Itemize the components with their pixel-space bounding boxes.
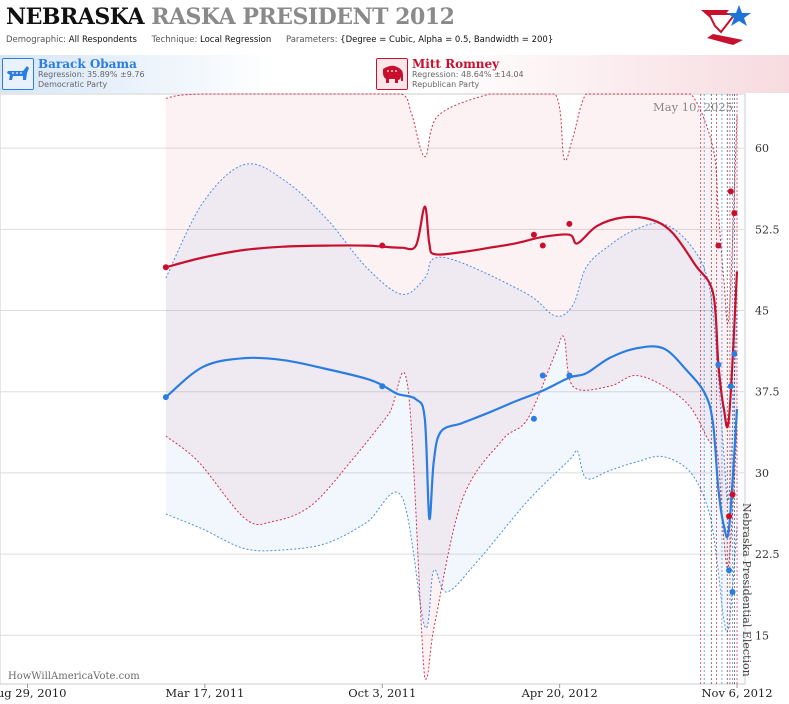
candidate-regression: Regression: 48.64% ±14.04 [412, 70, 524, 79]
poll-point [727, 188, 734, 195]
param-key-demographic: Demographic: [6, 35, 67, 45]
plot-frame [0, 93, 746, 685]
poll-point [729, 491, 736, 498]
poll-point [715, 242, 722, 249]
title-race: RASKA PRESIDENT 2012 [151, 4, 455, 30]
x-tick-label: Aug 29, 2010 [0, 686, 66, 700]
poll-point [162, 264, 169, 271]
candidate-name: Mitt Romney [412, 57, 500, 71]
watermark[interactable]: HowWillAmericaVote.com [8, 671, 140, 682]
page-title: NEBRASKA RASKA PRESIDENT 2012 [6, 4, 455, 30]
param-key-technique: Technique: [151, 35, 198, 45]
confidence-band [165, 163, 737, 633]
poll-point [726, 567, 733, 574]
y-tick-label: 37.5 [755, 386, 780, 399]
poll-point [379, 383, 386, 390]
candidate-party: Republican Party [412, 80, 480, 89]
trend-line [165, 205, 739, 429]
y-tick-label: 52.5 [755, 223, 780, 236]
poll-point [731, 210, 738, 217]
candidate-name: Barack Obama [38, 57, 137, 71]
lower-band-line [165, 449, 738, 633]
poll-point [539, 372, 546, 379]
param-value-demographic: All Respondents [68, 35, 137, 45]
poll-point [566, 220, 573, 227]
confidence-band [165, 94, 737, 680]
poll-points [162, 188, 738, 595]
poll-point [729, 588, 736, 595]
poll-point [530, 231, 537, 238]
param-value-technique: Local Regression [200, 35, 272, 45]
chart-axes: 15 22.5 30 37.5 45 52.5 60 Aug 29, 2010 Mar 17, … [0, 142, 780, 700]
poll-point [726, 513, 733, 520]
poll-point [162, 394, 169, 401]
poll-point [727, 383, 734, 390]
candidate-party: Democratic Party [38, 80, 108, 89]
parameters-line: Demographic: All Respondents Technique: … [6, 35, 565, 45]
title-state: NEBRASKA [6, 4, 145, 30]
poll-point [379, 242, 386, 249]
poll-point [715, 361, 722, 368]
y-tick-label: 30 [755, 467, 769, 480]
chart-grid [0, 93, 746, 685]
y-tick-label: 22.5 [755, 548, 780, 561]
param-value-parameters: {Degree = Cubic, Alpha = 0.5, Bandwidth … [340, 35, 554, 45]
poll-point [731, 350, 738, 357]
y-tick-label: 60 [755, 142, 769, 155]
x-tick-label: Apr 20, 2012 [521, 686, 598, 700]
election-annotation: Nebraska Presidential Election [740, 503, 753, 677]
elephant-icon [376, 58, 408, 90]
x-tick-label: Mar 17, 2011 [165, 686, 244, 700]
y-tick-label: 15 [755, 629, 769, 642]
candidate-obama: Barack Obama Regression: 35.89% ±9.76 De… [0, 56, 380, 92]
site-logo-icon[interactable] [699, 4, 753, 46]
x-tick-label: Oct 3, 2011 [348, 686, 416, 700]
poll-point [539, 242, 546, 249]
donkey-icon [2, 58, 34, 90]
x-tick-label: Nov 6, 2012 [701, 686, 772, 700]
trend-line [165, 345, 739, 539]
upper-band-line [165, 93, 738, 325]
poll-point [566, 372, 573, 379]
date-stamp: May 10, 2025 [653, 100, 733, 114]
confidence-bands [165, 93, 738, 680]
y-tick-label: 45 [755, 305, 769, 318]
param-key-parameters: Parameters: [285, 35, 338, 45]
poll-point [530, 415, 537, 422]
trend-lines [165, 205, 739, 539]
lower-band-line [165, 335, 738, 680]
candidate-regression: Regression: 35.89% ±9.76 [38, 70, 145, 79]
candidate-romney: Mitt Romney Regression: 48.64% ±14.04 Re… [374, 56, 774, 92]
